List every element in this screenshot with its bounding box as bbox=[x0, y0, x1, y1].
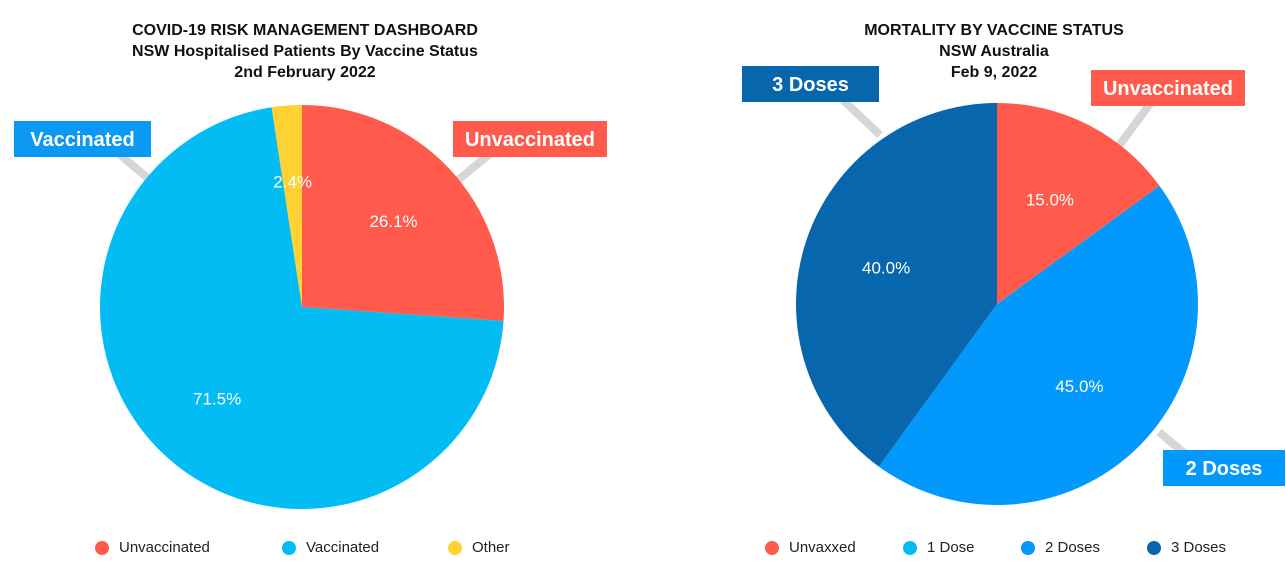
hospitalised-callout-unvaccinated: Unvaccinated bbox=[453, 121, 607, 157]
hospitalised-chart-title-block: COVID-19 RISK MANAGEMENT DASHBOARD NSW H… bbox=[0, 20, 610, 83]
legend-label: Unvaccinated bbox=[119, 539, 210, 556]
mortality-chart-date: Feb 9, 2022 bbox=[950, 64, 1038, 81]
hospitalised-slice-other bbox=[271, 105, 302, 307]
mortality-slice-2-doses bbox=[878, 185, 1198, 506]
legend-swatch bbox=[765, 541, 779, 555]
mortality-callout-box-3-doses bbox=[742, 66, 879, 102]
legend-label: Other bbox=[472, 539, 510, 556]
legend-swatch bbox=[282, 541, 296, 555]
mortality-chart-panel: MORTALITY BY VACCINE STATUS NSW Australi… bbox=[690, 0, 1286, 579]
mortality-callout-text-2-doses: 2 Doses bbox=[1186, 458, 1263, 480]
hospitalised-slice-label-other: 2.4% bbox=[273, 173, 312, 192]
hospitalised-legend: Unvaccinated Vaccinated Other bbox=[0, 538, 610, 558]
hospitalised-chart-subtitle: NSW Hospitalised Patients By Vaccine Sta… bbox=[132, 43, 478, 60]
hospitalised-callout-vaccinated: Vaccinated bbox=[14, 121, 151, 157]
hospitalised-chart-title: COVID-19 RISK MANAGEMENT DASHBOARD bbox=[132, 22, 478, 39]
legend-label: 1 Dose bbox=[927, 539, 975, 556]
legend-swatch bbox=[1021, 541, 1035, 555]
mortality-legend: Unvaxxed 1 Dose 2 Doses 3 Doses bbox=[690, 538, 1286, 558]
mortality-chart-subtitle: NSW Australia bbox=[939, 43, 1049, 60]
legend-label: Unvaxxed bbox=[789, 539, 856, 556]
mortality-slice-unvaxxed bbox=[997, 103, 1160, 304]
legend-swatch bbox=[1147, 541, 1161, 555]
mortality-callout-3-doses: 3 Doses bbox=[742, 66, 879, 102]
mortality-callout-unvaccinated: Unvaccinated bbox=[1091, 70, 1245, 106]
mortality-callout-line-unvaccinated bbox=[1114, 101, 1154, 150]
mortality-slice-3-doses bbox=[796, 103, 997, 467]
mortality-chart-title: MORTALITY BY VACCINE STATUS bbox=[864, 22, 1124, 39]
hospitalised-callout-text-vaccinated: Vaccinated bbox=[30, 129, 135, 151]
mortality-callout-text-3-doses: 3 Doses bbox=[772, 74, 849, 96]
mortality-callout-box-2-doses bbox=[1163, 450, 1285, 486]
hospitalised-slice-label-vaccinated: 71.5% bbox=[193, 390, 241, 409]
legend-swatch bbox=[448, 541, 462, 555]
legend-label: 3 Doses bbox=[1171, 539, 1227, 556]
legend-swatch bbox=[903, 541, 917, 555]
mortality-slice-label-3-doses: 40.0% bbox=[862, 258, 910, 277]
hospitalised-callout-text-unvaccinated: Unvaccinated bbox=[465, 129, 595, 151]
mortality-callout-text-unvaccinated: Unvaccinated bbox=[1103, 78, 1233, 100]
mortality-callout-2-doses: 2 Doses bbox=[1163, 450, 1285, 486]
hospitalised-chart-date: 2nd February 2022 bbox=[234, 64, 376, 81]
hospitalised-callout-box-unvaccinated bbox=[453, 121, 607, 157]
legend-label: Vaccinated bbox=[306, 539, 380, 556]
mortality-callout-line-3-doses bbox=[840, 97, 883, 138]
mortality-callout-box-unvaccinated bbox=[1091, 70, 1245, 106]
hospitalised-slice-vaccinated bbox=[100, 107, 504, 510]
hospitalised-chart-panel: COVID-19 RISK MANAGEMENT DASHBOARD NSW H… bbox=[0, 0, 610, 579]
legend-swatch bbox=[95, 541, 109, 555]
mortality-pie-chart: 15.0% 45.0% 40.0% Unvaccinated 2 Doses 3 Dose… bbox=[742, 66, 1285, 506]
legend-label: 2 Doses bbox=[1045, 539, 1101, 556]
mortality-slice-label-2-doses: 45.0% bbox=[1055, 377, 1103, 396]
mortality-slice-label-unvaxxed: 15.0% bbox=[1026, 191, 1074, 210]
hospitalised-slice-label-unvaccinated: 26.1% bbox=[369, 212, 417, 231]
hospitalised-callout-box-vaccinated bbox=[14, 121, 151, 157]
mortality-chart-title-block: MORTALITY BY VACCINE STATUS NSW Australi… bbox=[702, 20, 1286, 83]
hospitalised-pie-chart: 26.1% 71.5% 2.4% Unvaccinated Vaccinated bbox=[14, 105, 607, 510]
hospitalised-slice-unvaccinated bbox=[302, 105, 505, 321]
